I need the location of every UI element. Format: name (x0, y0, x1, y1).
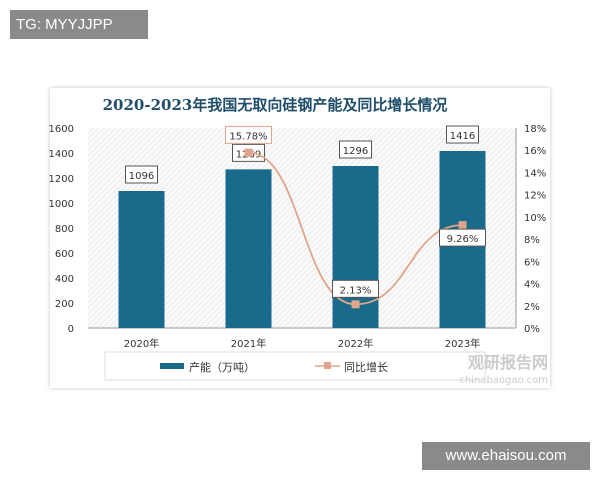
bar-data-label: 1096 (129, 171, 154, 182)
y-right-tick: 2% (524, 302, 540, 313)
legend-line-marker (324, 362, 331, 369)
y-left-tick: 400 (55, 274, 74, 285)
line-data-label: 15.78% (229, 131, 267, 142)
bar-label-box (339, 140, 372, 159)
y-left-tick: 1200 (49, 174, 74, 185)
line-marker (458, 221, 467, 230)
line-marker (351, 300, 360, 309)
y-right-tick: 14% (524, 168, 546, 179)
y-right-tick: 0% (524, 324, 540, 335)
x-tick-label: 2020年 (124, 337, 159, 350)
watermark-site: www.ehaisou.com (422, 442, 590, 470)
legend (104, 351, 486, 381)
x-tick-label: 2023年 (445, 337, 480, 350)
bar-data-label: 1416 (450, 131, 475, 142)
y-left-tick: 1600 (49, 124, 74, 135)
line-label-box (332, 279, 379, 298)
bar-data-label: 1296 (343, 146, 368, 157)
y-right-tick: 8% (524, 235, 540, 246)
watermark-tg: TG: MYYJJPP (10, 10, 148, 39)
chart-title: 2020-2023年我国无取向硅钢产能及同比增长情况 (103, 96, 448, 114)
y-right-tick: 12% (524, 191, 546, 202)
bar (118, 191, 165, 328)
y-left-tick: 200 (55, 299, 74, 310)
y-right-tick: 6% (524, 257, 540, 268)
y-left-tick: 0 (68, 324, 74, 335)
logo-name: 观研报告网 (468, 353, 548, 372)
bar-label-box (446, 125, 479, 144)
growth-line (248, 151, 463, 306)
line-label-box (225, 125, 272, 144)
x-tick-label: 2021年 (231, 337, 266, 350)
x-tick-label: 2022年 (338, 337, 373, 350)
y-left-tick: 1000 (49, 199, 74, 210)
line-marker (244, 148, 253, 157)
legend-bar-label: 产能（万吨） (189, 360, 255, 374)
y-right-tick: 16% (524, 146, 546, 157)
bar-label-box (125, 165, 158, 184)
legend-bar-swatch (160, 363, 184, 369)
line-data-label: 2.13% (340, 285, 372, 296)
line-data-label: 9.26% (447, 234, 479, 245)
y-right-tick: 4% (524, 280, 540, 291)
y-left-tick: 800 (55, 224, 74, 235)
line-label-box (439, 228, 486, 247)
y-right-tick: 18% (524, 124, 546, 135)
bar (225, 169, 272, 328)
y-right-tick: 10% (524, 213, 546, 224)
legend-line-label: 同比增长 (344, 360, 388, 374)
y-left-tick: 1400 (49, 149, 74, 160)
logo-url: chinabaogao.com (459, 375, 548, 386)
y-left-tick: 600 (55, 249, 74, 260)
